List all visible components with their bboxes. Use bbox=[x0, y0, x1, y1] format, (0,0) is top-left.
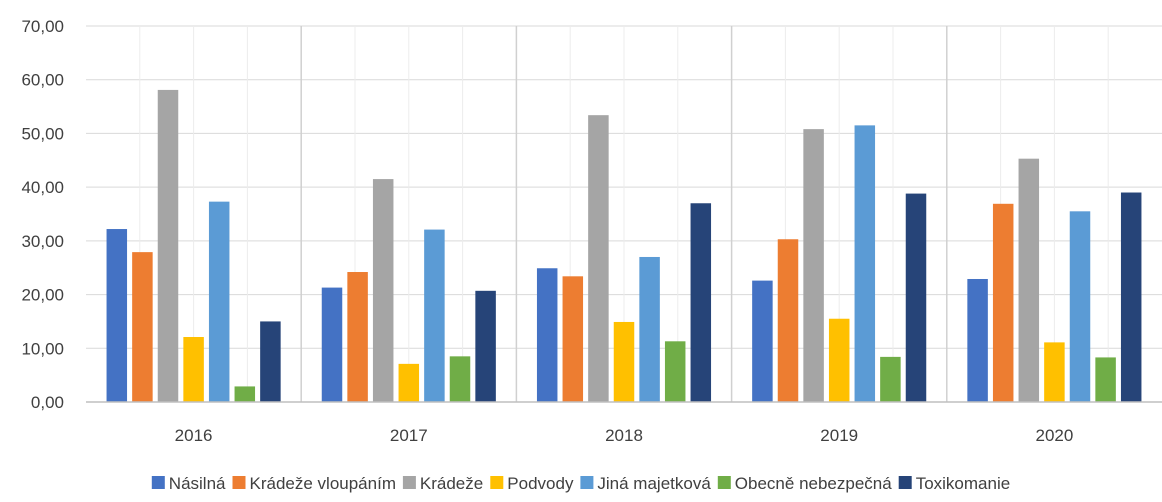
legend-item: Krádeže vloupáním bbox=[232, 474, 396, 493]
bar-2019-5 bbox=[854, 125, 876, 402]
bar-2018-2 bbox=[562, 276, 584, 402]
legend-item: Podvody bbox=[490, 474, 574, 493]
legend-label: Krádeže vloupáním bbox=[250, 474, 396, 493]
bar-2016-7 bbox=[260, 321, 281, 402]
y-tick-label: 30,00 bbox=[21, 232, 64, 251]
legend-swatch bbox=[232, 476, 246, 489]
bar-2017-4 bbox=[398, 363, 420, 402]
bar-2017-1 bbox=[321, 287, 343, 402]
gridlines bbox=[86, 25, 1162, 402]
bar-2019-4 bbox=[828, 318, 850, 402]
legend-swatch bbox=[898, 476, 912, 489]
legend-item: Násilná bbox=[151, 474, 226, 493]
legend-label: Násilná bbox=[169, 474, 226, 493]
y-tick-label: 0,00 bbox=[31, 393, 64, 412]
bar-2018-6 bbox=[664, 341, 686, 402]
legend-label: Podvody bbox=[507, 474, 574, 493]
legend-swatch bbox=[151, 476, 165, 489]
legend-swatch bbox=[402, 476, 416, 489]
legend-swatch bbox=[580, 476, 594, 489]
bar-2018-7 bbox=[690, 203, 712, 402]
y-tick-label: 10,00 bbox=[21, 339, 64, 358]
legend-swatch bbox=[490, 476, 504, 489]
bar-2017-2 bbox=[347, 272, 368, 402]
bar-2020-1 bbox=[967, 278, 988, 402]
bar-2020-5 bbox=[1069, 211, 1091, 402]
y-tick-label: 20,00 bbox=[21, 286, 64, 305]
legend-item: Jiná majetková bbox=[580, 474, 711, 493]
bar-2016-4 bbox=[183, 337, 204, 402]
bar-2019-2 bbox=[777, 239, 799, 402]
bar-2018-3 bbox=[588, 115, 609, 402]
bar-2017-5 bbox=[424, 229, 445, 402]
bar-2017-6 bbox=[449, 356, 471, 402]
x-tick-label: 2016 bbox=[175, 426, 213, 445]
y-tick-label: 70,00 bbox=[21, 17, 64, 36]
bar-2018-5 bbox=[639, 256, 660, 402]
bar-2018-4 bbox=[613, 321, 635, 402]
bar-2020-7 bbox=[1120, 192, 1142, 402]
legend-swatch bbox=[717, 476, 731, 489]
bar-2019-1 bbox=[752, 280, 773, 402]
bar-2016-6 bbox=[234, 386, 256, 402]
bar-2020-3 bbox=[1018, 158, 1040, 402]
bar-2017-7 bbox=[475, 290, 496, 402]
legend-label: Jiná majetková bbox=[597, 474, 711, 493]
bar-2018-1 bbox=[536, 268, 558, 402]
bar-2020-2 bbox=[992, 203, 1014, 402]
bar-2019-6 bbox=[880, 356, 901, 402]
legend-label: Toxikomanie bbox=[916, 474, 1011, 493]
x-tick-label: 2018 bbox=[605, 426, 643, 445]
bar-2016-5 bbox=[208, 201, 230, 402]
axes: 0,00 10,00 20,00 30,00 40,00 50,00 60,00 70,00 2… bbox=[21, 17, 1162, 445]
y-tick-label: 40,00 bbox=[21, 178, 64, 197]
legend-item: Krádeže bbox=[402, 474, 483, 493]
legend-label: Obecně nebezpečná bbox=[735, 474, 892, 493]
y-tick-label: 60,00 bbox=[21, 71, 64, 90]
x-tick-label: 2019 bbox=[820, 426, 858, 445]
x-tick-label: 2020 bbox=[1035, 426, 1073, 445]
x-tick-label: 2017 bbox=[390, 426, 428, 445]
legend-item: Obecně nebezpečná bbox=[717, 474, 892, 493]
y-tick-label: 50,00 bbox=[21, 124, 64, 143]
legend-item: Toxikomanie bbox=[898, 474, 1011, 493]
bar-2017-3 bbox=[372, 179, 394, 402]
bar-2019-3 bbox=[803, 129, 824, 403]
legend-label: Krádeže bbox=[420, 474, 483, 493]
bar-2016-3 bbox=[157, 89, 179, 403]
bar-2019-7 bbox=[905, 193, 927, 402]
bars bbox=[106, 89, 1142, 403]
bar-2020-4 bbox=[1044, 342, 1065, 402]
bar-2016-1 bbox=[106, 229, 128, 402]
bar-2016-2 bbox=[132, 252, 153, 402]
bar-2020-6 bbox=[1095, 357, 1116, 402]
legend: Násilná Krádeže vloupáním Krádeže Podvody Ji… bbox=[151, 474, 1011, 493]
